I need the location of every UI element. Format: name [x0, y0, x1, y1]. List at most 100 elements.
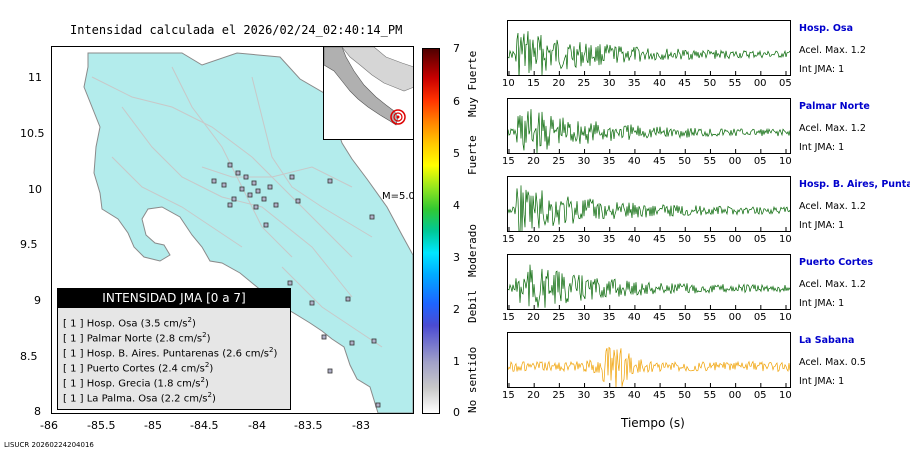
lat-tick: 10: [28, 183, 42, 196]
station-intensity: Int JMA: 1: [799, 376, 845, 387]
time-tick-label: 10: [779, 390, 792, 401]
time-tick-label: 30: [577, 234, 591, 245]
waveform: [508, 109, 790, 153]
intensity-legend: INTENSIDAD JMA [0 a 7] [ 1 ] Hosp. Osa (…: [57, 288, 291, 410]
time-tick-label: 00: [728, 234, 742, 245]
time-tick-label: 15: [502, 234, 515, 245]
trace-plot: [507, 332, 791, 388]
trace-plot: [507, 176, 791, 232]
trace-plot: [507, 254, 791, 310]
time-tick-label: 15: [502, 156, 515, 167]
time-tick-label: 40: [653, 78, 666, 89]
waveform-line: [508, 185, 790, 231]
time-tick-label: 35: [602, 234, 616, 245]
time-tick-label: 10: [502, 78, 515, 89]
time-tick-label: 00: [753, 78, 767, 89]
time-tick-label: 55: [703, 156, 717, 167]
time-tick-label: 05: [753, 156, 767, 167]
time-tick-label: 15: [502, 312, 515, 323]
time-tick-label: 40: [627, 390, 641, 401]
time-tick-label: 55: [703, 234, 717, 245]
lat-tick: 10.5: [20, 127, 45, 140]
lon-tick: -85: [144, 419, 162, 432]
time-tick-label: 35: [602, 312, 616, 323]
time-tick-label: 20: [552, 78, 566, 89]
waveform-line: [508, 346, 790, 387]
time-tick-label: 00: [728, 390, 742, 401]
lon-tick: -83.5: [294, 419, 323, 432]
time-tick-label: 15: [527, 78, 540, 89]
legend-row: [ 1 ] Palmar Norte (2.8 cm/s2): [63, 331, 211, 345]
costa-rica-map: [83, 52, 413, 413]
station-accel: Acel. Max. 1.2: [799, 279, 866, 290]
lon-tick: -83: [352, 419, 370, 432]
time-tick-label: 35: [602, 390, 616, 401]
station-name: Palmar Norte: [799, 101, 870, 112]
colorbar-tick: 2: [453, 303, 460, 316]
time-tick-label: 05: [753, 312, 767, 323]
station-accel: Acel. Max. 1.2: [799, 123, 866, 134]
time-axis-label: Tiempo (s): [621, 416, 685, 430]
time-tick-label: 45: [678, 78, 691, 89]
waveform: [508, 185, 790, 231]
waveform-line: [508, 31, 790, 75]
trace-plot: [507, 98, 791, 154]
station-name: Hosp. B. Aires, Puntare: [799, 179, 910, 190]
time-tick-label: 10: [779, 156, 792, 167]
station-markers: [211, 162, 381, 408]
legend-row: [ 1 ] Hosp. Osa (3.5 cm/s2): [63, 316, 196, 330]
time-tick-label: 25: [552, 156, 566, 167]
land-mass: [83, 52, 413, 413]
station-intensity: Int JMA: 1: [799, 142, 845, 153]
lat-tick: 9: [34, 294, 41, 307]
legend-row: [ 1 ] Hosp. B. Aires. Puntarenas (2.6 cm…: [63, 346, 278, 360]
time-tick-label: 25: [552, 234, 566, 245]
trace-plot: [507, 20, 791, 76]
time-tick-label: 20: [527, 312, 540, 323]
time-tick-label: 05: [779, 78, 792, 89]
time-tick-label: 25: [552, 312, 566, 323]
waveform: [508, 31, 790, 75]
time-tick-label: 30: [577, 312, 591, 323]
footer-id: LISUCR 20260224204016: [4, 441, 94, 449]
colorbar-tick: 7: [453, 42, 460, 55]
time-tick-label: 40: [627, 312, 641, 323]
lat-tick: 8.5: [20, 350, 38, 363]
colorbar-label-fuerte: Fuerte: [466, 135, 479, 175]
station-accel: Acel. Max. 1.2: [799, 201, 866, 212]
station-name: La Sabana: [799, 335, 855, 346]
waveform-line: [508, 264, 790, 308]
time-tick-label: 20: [527, 156, 540, 167]
time-tick-label: 20: [527, 390, 540, 401]
time-tick-label: 35: [602, 156, 616, 167]
time-tick-label: 05: [753, 234, 767, 245]
time-tick-label: 45: [653, 156, 666, 167]
time-tick-label: 30: [577, 390, 591, 401]
time-tick-label: 10: [779, 234, 792, 245]
time-tick-label: 05: [753, 390, 767, 401]
epicenter-icon: [390, 109, 406, 125]
legend-row: [ 1 ] Hosp. Grecia (1.8 cm/s2): [63, 376, 209, 390]
time-tick-label: 50: [678, 234, 691, 245]
time-tick-label: 10: [779, 312, 792, 323]
time-tick-label: 45: [653, 390, 666, 401]
colorbar-label-muy-fuerte: Muy Fuerte: [466, 50, 479, 117]
inset-caption: M=5.0 P=15km: [382, 191, 414, 202]
colorbar-tick: 4: [453, 199, 460, 212]
time-tick-label: 55: [703, 390, 717, 401]
time-tick-label: 35: [627, 78, 641, 89]
time-tick-label: 45: [653, 312, 666, 323]
colorbar-label-moderado: Moderado: [466, 224, 479, 277]
time-tick-label: 00: [728, 156, 742, 167]
waveform: [508, 346, 790, 387]
colorbar-tick: 0: [453, 406, 460, 419]
lat-tick: 8: [34, 405, 41, 418]
colorbar-label-debil: Debil: [466, 289, 479, 323]
time-tick-label: 40: [627, 156, 641, 167]
time-tick-label: 55: [728, 78, 742, 89]
road-network: [91, 66, 383, 348]
waveform-line: [508, 109, 790, 153]
time-tick-label: 25: [577, 78, 591, 89]
colorbar-tick: 3: [453, 251, 460, 264]
lon-tick: -84.5: [190, 419, 219, 432]
